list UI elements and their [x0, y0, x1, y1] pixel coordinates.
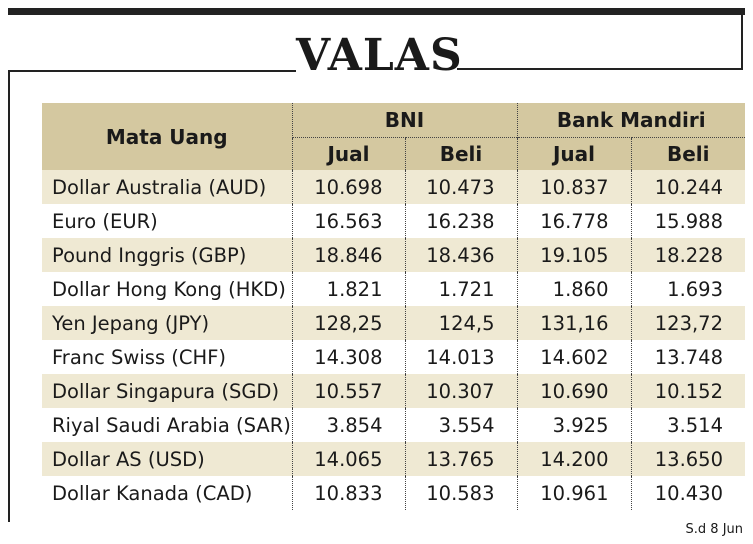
mandiri-beli-value: 10.244	[630, 170, 745, 204]
mandiri-beli-value: 15.988	[630, 204, 745, 238]
table-row: Dollar Australia (AUD) 10.698 10.473 10.…	[42, 170, 745, 204]
currency-name: Dollar Hong Kong (HKD)	[52, 277, 286, 301]
mandiri-jual-value: 10.961	[516, 476, 631, 510]
mandiri-jual-value: 1.860	[516, 272, 631, 306]
bni-beli-value: 10.307	[404, 374, 517, 408]
mandiri-jual-value: 14.200	[516, 442, 631, 476]
bni-beli-value: 124,5	[404, 306, 517, 340]
table-row: Dollar Hong Kong (HKD) 1.821 1.721 1.860…	[42, 272, 745, 306]
table-row: Dollar Singapura (SGD) 10.557 10.307 10.…	[42, 374, 745, 408]
bni-jual-value: 10.557	[291, 374, 405, 408]
currency-name: Dollar Singapura (SGD)	[42, 374, 292, 408]
mandiri-jual-value: 14.602	[516, 340, 631, 374]
header-bni-jual: Jual	[291, 137, 405, 170]
bni-jual-value: 10.698	[291, 170, 405, 204]
table-row: Franc Swiss (CHF) 14.308 14.013 14.602 1…	[42, 340, 745, 374]
bni-jual-value: 3.854	[291, 408, 405, 442]
bni-beli-value: 14.013	[404, 340, 517, 374]
currency-name: Riyal Saudi Arabia (SAR)	[52, 413, 291, 437]
bni-jual-value: 14.308	[291, 340, 405, 374]
bni-beli-value: 18.436	[404, 238, 517, 272]
mandiri-jual-value: 3.925	[516, 408, 631, 442]
table-row: Riyal Saudi Arabia (SAR) 3.854 3.554 3.9…	[42, 408, 745, 442]
mandiri-beli-value: 10.152	[630, 374, 745, 408]
mandiri-jual-value: 19.105	[516, 238, 631, 272]
bni-jual-value: 1.821	[291, 272, 405, 306]
currency-name: Pound Inggris (GBP)	[42, 238, 292, 272]
header-bank-mandiri: Bank Mandiri	[516, 103, 745, 138]
bni-beli-value: 13.765	[404, 442, 517, 476]
header-bank-bni: BNI	[291, 103, 517, 138]
frame-title-line-left	[8, 70, 296, 72]
header-mandiri-beli: Beli	[630, 137, 745, 170]
header-row-banks: Mata Uang BNI Bank Mandiri	[42, 103, 745, 170]
bni-beli-value: 3.554	[404, 408, 517, 442]
mandiri-beli-value: 13.650	[630, 442, 745, 476]
bni-jual-value: 14.065	[291, 442, 405, 476]
mandiri-beli-value: 10.430	[630, 476, 745, 510]
header-row-types: Jual Beli Jual Beli	[42, 137, 745, 170]
mandiri-beli-value: 1.693	[630, 272, 745, 306]
frame-right-line	[741, 8, 743, 70]
frame-left-line	[8, 70, 10, 522]
header-bni-beli: Beli	[404, 137, 517, 170]
mandiri-beli-value: 123,72	[630, 306, 745, 340]
table-row: Pound Inggris (GBP) 18.846 18.436 19.105…	[42, 238, 745, 272]
frame-top-bar	[8, 8, 745, 15]
frame-title-line-right	[457, 68, 743, 70]
bni-beli-value: 10.583	[404, 476, 517, 510]
exchange-rate-table: Mata Uang BNI Bank Mandiri Jual Beli Jua…	[42, 103, 745, 510]
mandiri-jual-value: 131,16	[516, 306, 631, 340]
currency-name: Euro (EUR)	[52, 209, 158, 233]
bni-jual-value: 18.846	[291, 238, 405, 272]
header-mandiri-jual: Jual	[516, 137, 631, 170]
mandiri-jual-value: 16.778	[516, 204, 631, 238]
mandiri-jual-value: 10.837	[516, 170, 631, 204]
table-row: Dollar Kanada (CAD) 10.833 10.583 10.961…	[42, 476, 745, 510]
bni-beli-value: 1.721	[404, 272, 517, 306]
header-currency: Mata Uang	[42, 103, 292, 170]
bni-jual-value: 10.833	[291, 476, 405, 510]
mandiri-jual-value: 10.690	[516, 374, 631, 408]
mandiri-beli-value: 3.514	[630, 408, 745, 442]
currency-name: Dollar Kanada (CAD)	[52, 481, 253, 505]
mandiri-beli-value: 13.748	[630, 340, 745, 374]
page-title: VALAS	[296, 30, 463, 81]
mandiri-beli-value: 18.228	[630, 238, 745, 272]
currency-name: Dollar AS (USD)	[42, 442, 292, 476]
table-row: Dollar AS (USD) 14.065 13.765 14.200 13.…	[42, 442, 745, 476]
currency-name: Franc Swiss (CHF)	[52, 345, 227, 369]
currency-name: Yen Jepang (JPY)	[42, 306, 292, 340]
date-note: S.d 8 Jun	[685, 522, 743, 537]
table-row: Euro (EUR) 16.563 16.238 16.778 15.988	[42, 204, 745, 238]
bni-jual-value: 16.563	[291, 204, 405, 238]
currency-name: Dollar Australia (AUD)	[42, 170, 292, 204]
table-row: Yen Jepang (JPY) 128,25 124,5 131,16 123…	[42, 306, 745, 340]
bni-beli-value: 10.473	[404, 170, 517, 204]
bni-beli-value: 16.238	[404, 204, 517, 238]
bni-jual-value: 128,25	[291, 306, 405, 340]
